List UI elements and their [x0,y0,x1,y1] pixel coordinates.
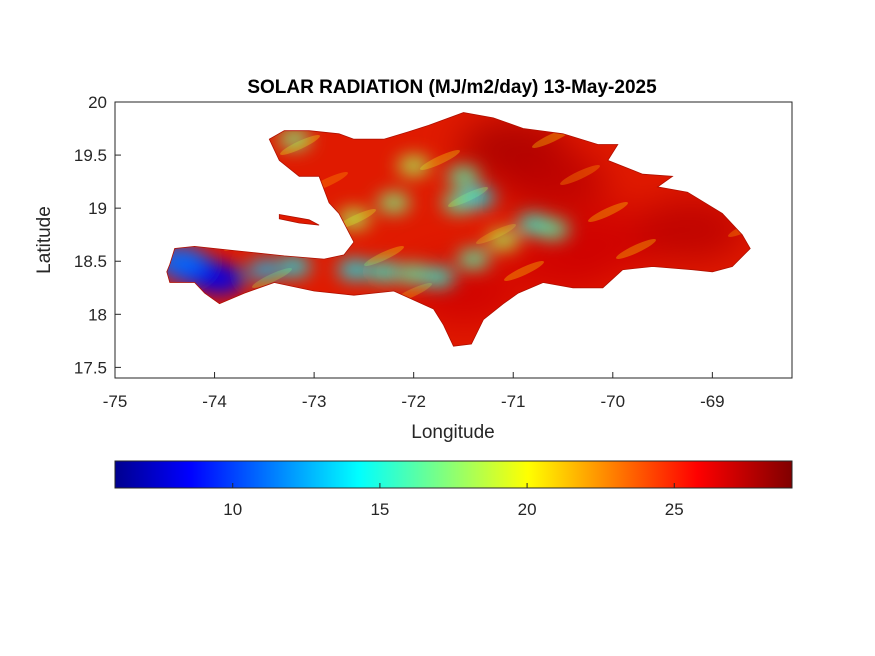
cool-spot-7 [397,264,430,284]
cool-spot-8 [422,267,455,287]
cool-spot-3 [248,260,281,280]
cool-spot-19 [487,230,520,250]
cool-spot-6 [367,262,400,282]
y-axis-label: Latitude [34,206,55,274]
hot-anomaly-layer [408,117,748,326]
colorbar-tick-label: 15 [370,500,389,519]
y-tick-label: 18 [88,305,107,324]
y-tick-label: 18.5 [74,252,107,271]
cool-spot-9 [457,249,490,269]
y-tick-label: 19 [88,199,107,218]
x-tick-label: -73 [302,392,327,411]
x-tick-label: -72 [401,392,426,411]
texture-streak [419,150,461,170]
x-tick-label: -71 [501,392,526,411]
x-axis-ticks: -75 -74 -73 -72 -71 -70 -69 [103,372,725,411]
texture-streak [559,165,601,185]
x-tick-label: -70 [601,392,626,411]
cool-spot-17 [278,129,311,149]
cool-spot-4 [278,256,311,277]
y-tick-label: 20 [88,93,107,112]
gonave-island-outline [278,214,320,226]
x-axis-label: Longitude [411,422,494,443]
y-tick-label: 17.5 [74,358,107,377]
hot-spot-1 [498,149,609,214]
cool-spot-1 [193,263,246,295]
hot-spot-5 [508,229,619,294]
cool-spot-15 [377,193,410,213]
cool-spot-14 [537,219,570,239]
hispaniola-outline [166,112,751,347]
cool-anomaly-layer [166,129,570,295]
colorbar-tick-label: 25 [665,500,684,519]
cool-spot-5 [337,260,370,280]
cool-spot-16 [397,156,430,176]
cool-spot-11 [462,187,495,208]
texture-streak [615,239,657,259]
colorbar-ticks: 10 15 20 25 [223,483,684,519]
x-tick-label: -75 [103,392,128,411]
texture-streak [503,261,545,281]
cool-spot-2 [166,245,206,277]
map-title: SOLAR RADIATION (MJ/m2/day) 13-May-2025 [247,77,657,98]
colorbar-tick-label: 10 [223,500,242,519]
cool-spot-12 [447,166,480,186]
hot-spot-3 [637,197,748,262]
y-axis-ticks: 17.5 18 18.5 19 19.5 20 [74,93,121,377]
cool-spot-18 [337,209,370,229]
y-tick-label: 19.5 [74,146,107,165]
texture-streak [587,202,629,222]
colorbar [114,460,793,489]
texture-streak [363,246,405,266]
x-tick-label: -69 [700,392,725,411]
x-tick-label: -74 [202,392,227,411]
colorbar-tick-label: 20 [518,500,537,519]
